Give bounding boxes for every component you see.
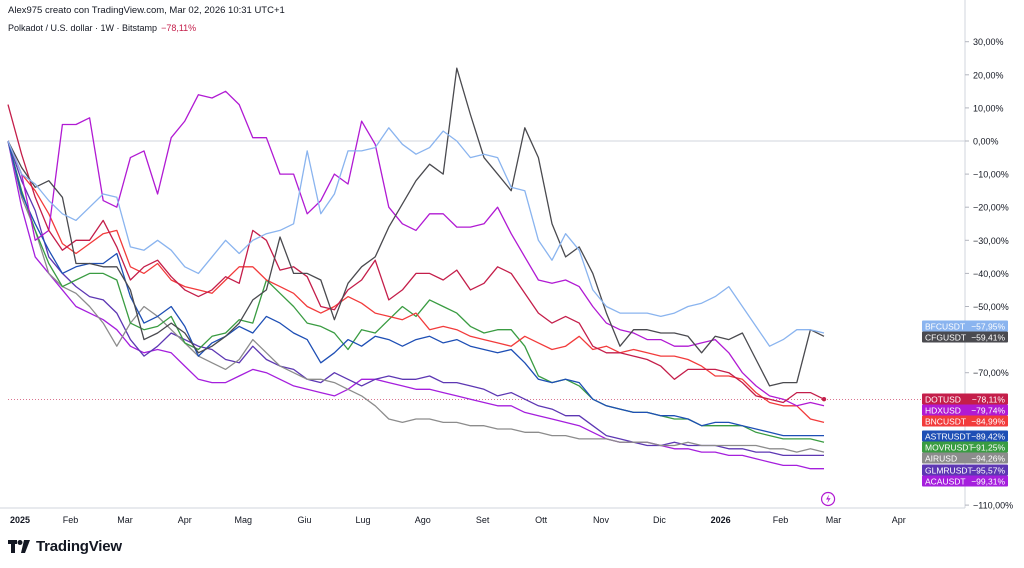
price-label-symbol: DOTUSD [925,395,961,405]
x-tick-label: Mar [826,515,842,525]
price-label-value: −57,95% [971,322,1005,332]
dotusd-last-point [821,396,827,402]
x-tick-label: Mag [235,515,253,525]
series-line-airusd [7,140,825,453]
price-label-symbol: BNCUSDT [925,417,966,427]
x-tick-label: Nov [593,515,610,525]
price-label-symbol: BFCUSDT [925,322,965,332]
x-tick-label: Feb [773,515,789,525]
x-tick-label: Mar [117,515,133,525]
price-label-movrusdt: MOVRUSDT−91,25% [922,441,1008,453]
grid-layer [8,140,965,400]
y-tick-label: −50,00% [973,302,1009,312]
series-line-dotusd [7,104,825,404]
price-label-bg [922,331,1008,343]
y-tick-label: −70,00% [973,368,1009,378]
price-label-bncusdt: BNCUSDT −84,99% [922,415,1008,427]
series-line-hdxusd [7,90,825,407]
series-line-bncusdt [7,140,825,424]
symbol-legend: Polkadot / U.S. dollar · 1W · Bitstamp −7… [8,23,196,33]
price-label-value: −89,42% [971,432,1005,442]
series-line-cfgusdt [7,67,825,387]
x-tick-label: Apr [892,515,906,525]
price-label-symbol: ACAUSDT [925,477,966,487]
x-tick-label: Apr [178,515,192,525]
axes: 30,00% 20,00% 10,00% 0,00% −10,00% −20,00% −30… [0,0,1013,525]
y-tick-label: 30,00% [973,37,1004,47]
price-label-bg [922,404,1008,416]
x-tick-label: Ago [415,515,431,525]
y-tick-label: −20,00% [973,203,1009,213]
series-line-acausdt [7,140,824,470]
x-tick-label: Giu [297,515,311,525]
price-label-value: −84,99% [971,417,1005,427]
price-label-symbol: CFGUSDT [925,333,966,343]
y-tick-label: −40,00% [973,269,1009,279]
tradingview-logo-icon [8,539,30,553]
y-tick-label: 0,00% [973,137,999,147]
price-label-bfcusdt: BFCUSDT −57,95% [922,320,1008,332]
price-label-value: −94,26% [971,454,1005,464]
x-tick-label: Ott [535,515,548,525]
price-label-hdxusd: HDXUSD −79,74% [922,404,1008,416]
price-label-dotusd: DOTUSD −78,11% [922,393,1008,405]
price-label-bg [922,320,1008,332]
y-tick-label: 20,00% [973,70,1004,80]
x-tick-label: 2026 [711,515,731,525]
price-label-airusd: AIRUSD −94,26% [922,452,1008,464]
price-label-value: −78,11% [972,395,1006,405]
price-label-cfgusdt: CFGUSDT −59,41% [922,331,1008,343]
event-marker[interactable] [820,491,836,507]
price-label-symbol: MOVRUSDT [925,443,974,453]
price-label-value: −79,74% [971,406,1005,416]
price-label-symbol: GLMRUSDT [925,466,973,476]
series-price-labels: BFCUSDT −57,95% CFGUSDT −59,41% DOTUSD −78,11… [922,320,1008,487]
price-label-bg [922,430,1008,442]
price-label-acausdt: ACAUSDT −99,31% [922,475,1008,487]
brand-name: TradingView [36,538,122,555]
price-label-symbol: AIRUSD [925,454,957,464]
y-tick-label: −30,00% [973,236,1009,246]
y-tick-label: −10,00% [973,170,1009,180]
price-label-bg [922,415,1008,427]
price-label-bg [922,475,1008,487]
series-line-astrusdt [7,140,824,437]
x-tick-label: Feb [63,515,79,525]
y-tick-label: −110,00% [973,501,1013,511]
series-line-glmrusdt [7,140,824,457]
price-label-bg [922,452,1008,464]
price-label-bg [922,464,1008,476]
symbol-change: −78,11% [161,23,197,33]
series-line-bfcusdt [7,127,825,347]
price-label-astrusdt: ASTRUSDT −89,42% [922,430,1008,442]
price-label-value: −59,41% [971,333,1005,343]
chart-attribution: Alex975 creato con TradingView.com, Mar … [8,5,285,16]
x-tick-label: Lug [355,515,370,525]
price-label-bg [922,441,1008,453]
price-label-glmrusdt: GLMRUSDT−95,57% [922,464,1008,476]
x-tick-label: 2025 [10,515,30,525]
price-label-value: −91,25% [971,443,1005,453]
lightning-icon [826,494,831,504]
symbol-name: Polkadot / U.S. dollar · 1W · Bitstamp [8,23,158,33]
series-lines [7,67,827,470]
price-label-symbol: HDXUSD [925,406,961,416]
x-tick-label: Dic [653,515,666,525]
price-label-bg [922,393,1008,405]
price-label-value: −99,31% [971,477,1005,487]
x-tick-label: Set [476,515,490,525]
y-tick-label: 10,00% [973,103,1004,113]
price-label-value: −95,57% [971,466,1005,476]
tradingview-logo[interactable]: TradingView [8,538,122,555]
price-label-symbol: ASTRUSDT [925,432,971,442]
